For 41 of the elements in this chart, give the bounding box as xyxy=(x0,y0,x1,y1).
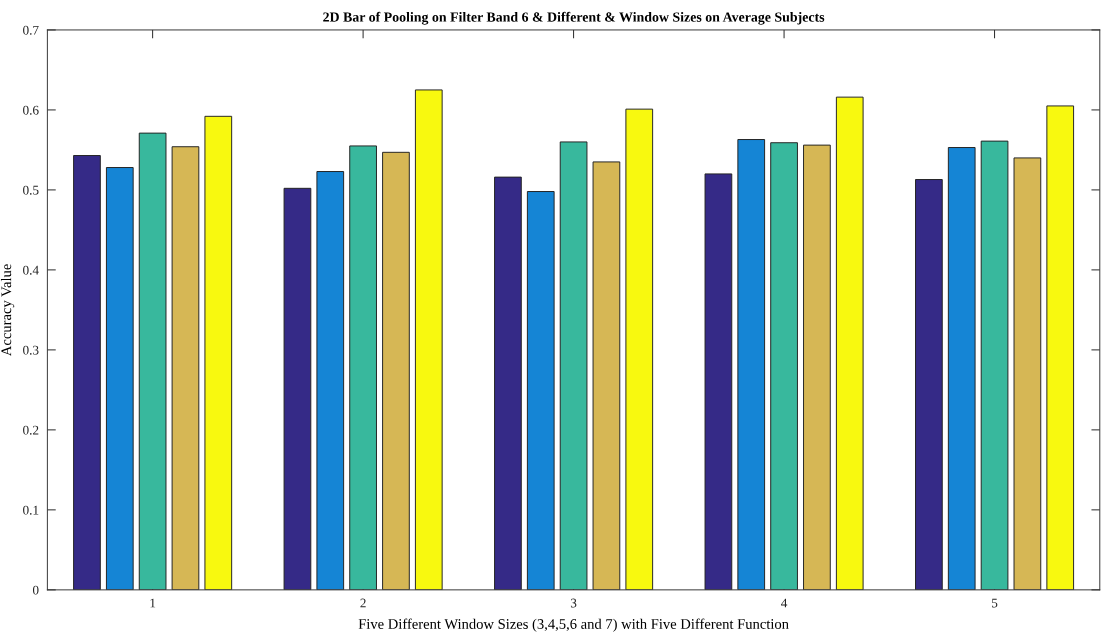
bar xyxy=(349,145,377,590)
y-tick-label: 0.2 xyxy=(23,425,39,435)
bar xyxy=(73,155,101,590)
bar xyxy=(414,89,443,590)
bar xyxy=(559,141,588,590)
bar xyxy=(947,147,976,590)
bar xyxy=(1013,157,1042,590)
y-tick-label: 0.4 xyxy=(23,265,39,275)
x-axis-title: Five Different Window Sizes (3,4,5,6 and 7) with Five Different Function xyxy=(358,618,789,632)
bar xyxy=(283,187,312,590)
y-tick-label: 0.3 xyxy=(23,345,39,355)
bar xyxy=(1046,105,1075,590)
bar xyxy=(138,132,167,590)
bar xyxy=(770,142,798,590)
bar xyxy=(980,140,1009,590)
bar xyxy=(105,167,134,590)
bar xyxy=(803,144,831,590)
bar xyxy=(625,108,654,590)
bar xyxy=(915,179,943,590)
chart-title: 2D Bar of Pooling on Filter Band 6 & Different & Window Sizes on Average Subjects xyxy=(323,11,825,25)
bar xyxy=(382,151,410,590)
bar xyxy=(737,139,766,590)
bar xyxy=(204,115,233,590)
x-tick-label: 3 xyxy=(570,598,577,608)
bar xyxy=(704,173,733,590)
bar xyxy=(526,191,555,590)
bar xyxy=(592,161,621,590)
y-tick-label: 0 xyxy=(32,585,39,595)
bar xyxy=(171,146,200,590)
bar xyxy=(835,96,864,590)
y-tick-label: 0.1 xyxy=(23,505,39,515)
y-tick-label: 0.6 xyxy=(23,105,39,115)
bar xyxy=(316,171,345,590)
x-tick-label: 2 xyxy=(360,598,366,608)
y-tick-label: 0.5 xyxy=(23,185,39,195)
y-axis-title: Accuracy Value xyxy=(0,264,15,356)
y-tick-label: 0.7 xyxy=(23,25,39,35)
x-tick-label: 1 xyxy=(150,598,156,608)
x-tick-label: 5 xyxy=(992,598,998,608)
x-tick-label: 4 xyxy=(781,598,788,608)
bar xyxy=(494,176,522,590)
